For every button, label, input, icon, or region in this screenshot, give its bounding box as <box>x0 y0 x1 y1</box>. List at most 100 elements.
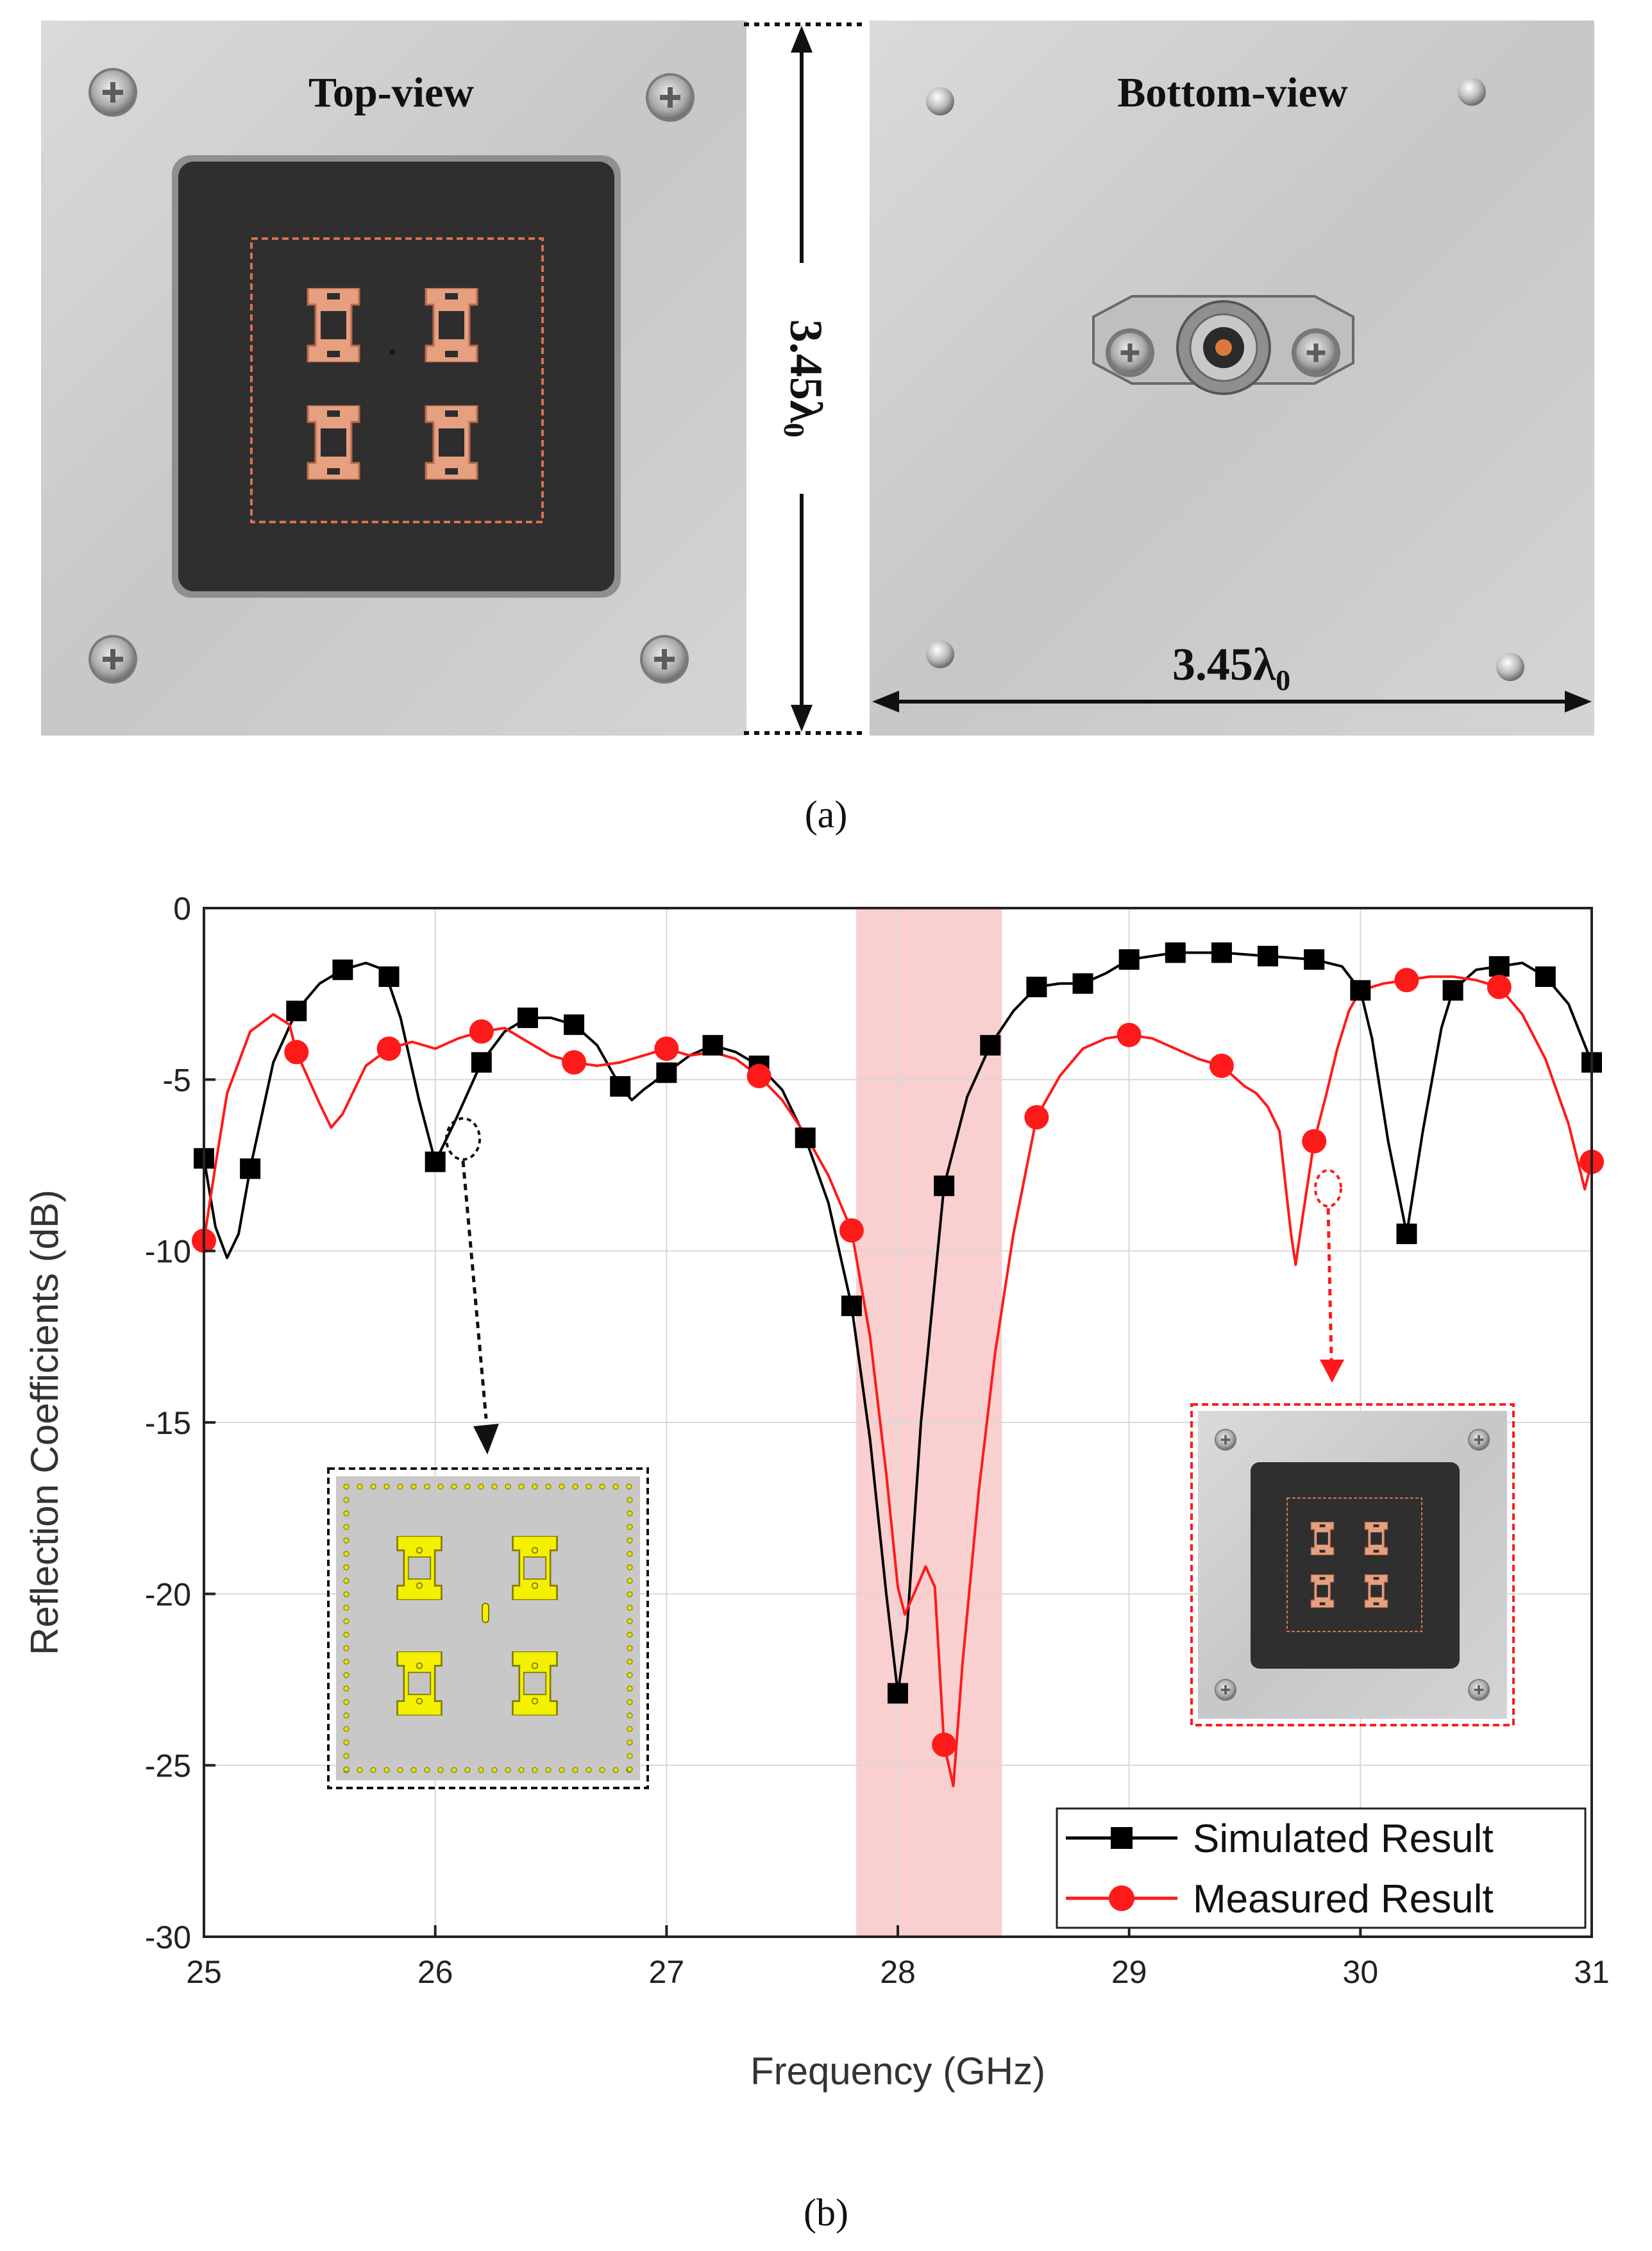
via-dot <box>357 1767 363 1773</box>
screw-icon <box>646 73 695 122</box>
via-dot <box>343 1631 350 1638</box>
via-dot <box>343 1591 350 1598</box>
via-dot <box>599 1767 605 1773</box>
measured-point <box>284 1040 309 1065</box>
copper-patch <box>425 405 478 480</box>
via-dot <box>612 1767 619 1773</box>
via-dot <box>357 1483 363 1490</box>
via-dot <box>627 1564 633 1571</box>
measured-point <box>1487 974 1512 999</box>
copper-patch <box>1364 1574 1388 1608</box>
via-dot <box>384 1767 390 1773</box>
simulated-point <box>702 1034 723 1056</box>
copper-patch <box>307 405 360 480</box>
via-dot <box>478 1767 484 1773</box>
svg-text:3.45λ0: 3.45λ0 <box>1172 639 1290 696</box>
rivet <box>926 640 954 668</box>
board <box>178 162 614 591</box>
connector <box>1092 295 1354 395</box>
simulated-point <box>1072 973 1093 994</box>
measured-point <box>562 1050 587 1075</box>
simulated-point <box>1488 956 1510 977</box>
via-dot <box>343 1685 350 1692</box>
callout-simulated <box>445 1117 499 1454</box>
screw-icon <box>88 68 137 117</box>
simulated-point <box>1258 945 1279 966</box>
via-dot <box>627 1658 633 1665</box>
simulated-point <box>1165 942 1186 963</box>
via-dot <box>370 1483 376 1490</box>
via-dot <box>491 1767 498 1773</box>
via-dot <box>559 1483 565 1490</box>
via-dot <box>572 1483 578 1490</box>
via-dot <box>627 1618 633 1624</box>
simulated-point <box>378 966 400 987</box>
x-tick-label: 29 <box>1111 1954 1147 1990</box>
photo-top-view: Top-view <box>41 21 746 736</box>
measured-point <box>1302 1129 1327 1154</box>
via-dot <box>627 1551 633 1557</box>
simulated-point <box>1350 980 1371 1001</box>
photo-bottom-view: Bottom-view <box>870 21 1594 736</box>
screw-icon <box>1467 1678 1490 1701</box>
via-dot <box>627 1726 633 1732</box>
vertical-dimension: 3.45λ0 <box>744 22 866 735</box>
copper-patch <box>1364 1522 1388 1555</box>
via-dot <box>343 1524 350 1530</box>
measured-point <box>469 1019 494 1044</box>
copper-patch <box>1310 1522 1335 1555</box>
y-tick-label: 0 <box>173 891 191 927</box>
legend-measured-label: Measured Result <box>1193 1877 1494 1921</box>
x-tick-label: 31 <box>1574 1954 1610 1990</box>
via-dot <box>343 1753 350 1759</box>
via-dot <box>627 1645 633 1651</box>
rivet <box>1496 653 1524 681</box>
via-dot <box>599 1483 605 1490</box>
screw-icon <box>88 635 137 684</box>
via-dot <box>505 1483 511 1490</box>
simulated-point <box>1442 980 1463 1001</box>
dimension-horizontal-label: 3.45λ <box>1172 639 1276 690</box>
yellow-patch <box>512 1651 558 1716</box>
via-dot <box>343 1551 350 1557</box>
via-dot <box>397 1483 403 1490</box>
via-dot <box>612 1483 619 1490</box>
via-dot <box>343 1645 350 1651</box>
x-axis-label: Frequency (GHz) <box>750 2050 1045 2093</box>
simulated-point <box>610 1076 631 1097</box>
simulated-point <box>332 959 353 981</box>
copper-patch <box>1310 1574 1335 1608</box>
via-dot <box>343 1497 350 1503</box>
via-dot <box>343 1483 350 1490</box>
via-dot <box>397 1767 403 1773</box>
via-dot <box>343 1605 350 1611</box>
via-dot <box>626 1483 632 1490</box>
via-dot <box>627 1631 633 1638</box>
via-dot <box>410 1483 417 1490</box>
simulated-point <box>1304 949 1325 970</box>
screw-icon <box>1294 330 1338 375</box>
y-tick-label: -10 <box>145 1234 191 1270</box>
via-dot <box>627 1739 633 1746</box>
measured-point <box>746 1063 771 1088</box>
simulated-point <box>795 1127 816 1149</box>
simulated-point <box>841 1295 862 1317</box>
simulated-point <box>1535 966 1556 987</box>
via-dot <box>343 1537 350 1544</box>
measured-point <box>654 1036 679 1061</box>
caption-b: (b) <box>804 2191 848 2234</box>
simulated-point <box>934 1176 955 1197</box>
via-dot <box>627 1497 633 1503</box>
simulated-point <box>425 1151 446 1172</box>
via-dot <box>464 1483 471 1490</box>
arrow-down-icon <box>473 1424 499 1454</box>
via-dot <box>343 1672 350 1678</box>
legend-simulated-label: Simulated Result <box>1193 1817 1494 1861</box>
via-dot <box>586 1767 592 1773</box>
legend-circle-icon <box>1109 1885 1134 1911</box>
via-dot <box>478 1483 484 1490</box>
screw-icon <box>1214 1428 1237 1451</box>
copper-patch <box>307 288 360 362</box>
simulated-point <box>1026 976 1047 997</box>
yellow-patch <box>512 1536 558 1600</box>
